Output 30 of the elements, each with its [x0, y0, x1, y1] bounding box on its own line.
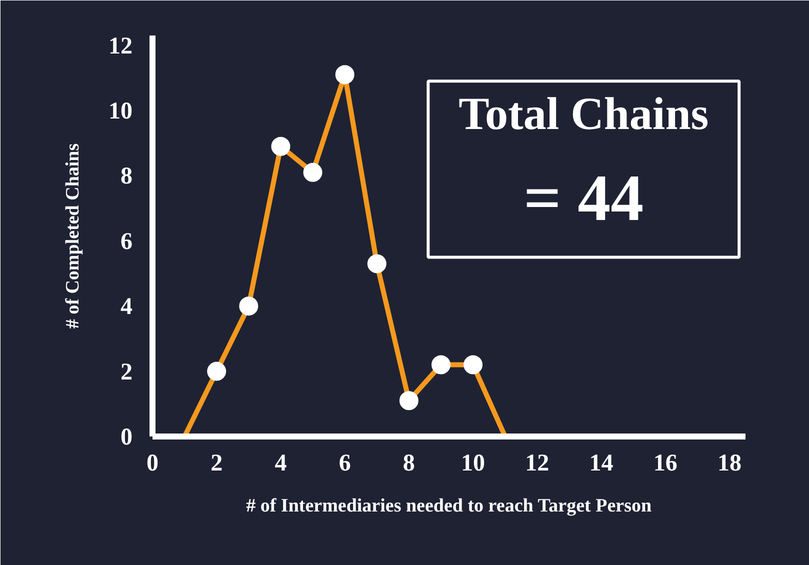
point: [335, 65, 354, 84]
x-tick-label: 10: [461, 450, 486, 476]
x-tick-label: 18: [717, 450, 742, 476]
y-tick-label: 2: [120, 359, 132, 386]
x-axis-title: # of Intermediaries needed to reach Target Person: [246, 496, 652, 516]
x-tick-label: 4: [274, 450, 287, 476]
y-tick-label: 6: [120, 228, 132, 255]
point: [207, 362, 226, 381]
y-tick-label: 12: [108, 33, 132, 60]
x-tick-label: 12: [525, 450, 550, 476]
y-axis-title: # of Completed Chains: [62, 143, 84, 329]
y-tick-label: 10: [108, 98, 132, 124]
point: [399, 391, 418, 410]
point: [431, 355, 450, 374]
y-tick-label: 8: [120, 164, 132, 190]
x-tick-label: 14: [589, 450, 614, 476]
x-tick-label: 8: [402, 450, 415, 476]
x-tick-label: 2: [210, 450, 223, 476]
point: [239, 296, 258, 316]
x-tick-label: 6: [338, 450, 351, 476]
point: [464, 355, 483, 374]
x-tick-label: 16: [653, 450, 678, 476]
point: [271, 136, 290, 156]
point: [367, 254, 386, 274]
y-tick-label: 0: [120, 424, 132, 450]
point: [303, 162, 322, 182]
y-tick-label: 4: [120, 294, 132, 320]
x-tick-label: 0: [146, 450, 158, 476]
annotation: = 44: [524, 162, 644, 236]
annotation: Total Chains: [458, 88, 709, 140]
